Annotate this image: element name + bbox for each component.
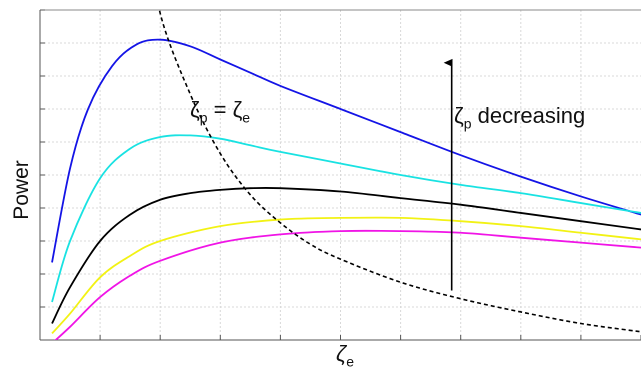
series-line-black xyxy=(51,186,641,324)
series-line-magenta xyxy=(54,229,641,340)
annotation-zeta-p-equals-zeta-e: ζp = ζe xyxy=(190,97,251,126)
series-line-cyan xyxy=(51,134,641,303)
x-axis-label: ζe xyxy=(336,341,354,370)
y-axis-label: Power xyxy=(10,160,33,220)
series-line-blue xyxy=(51,38,641,263)
series-line-yellow xyxy=(51,216,641,335)
series-line-dashed xyxy=(158,10,641,333)
annotation-zeta-p-decreasing: ζp decreasing xyxy=(454,103,586,132)
